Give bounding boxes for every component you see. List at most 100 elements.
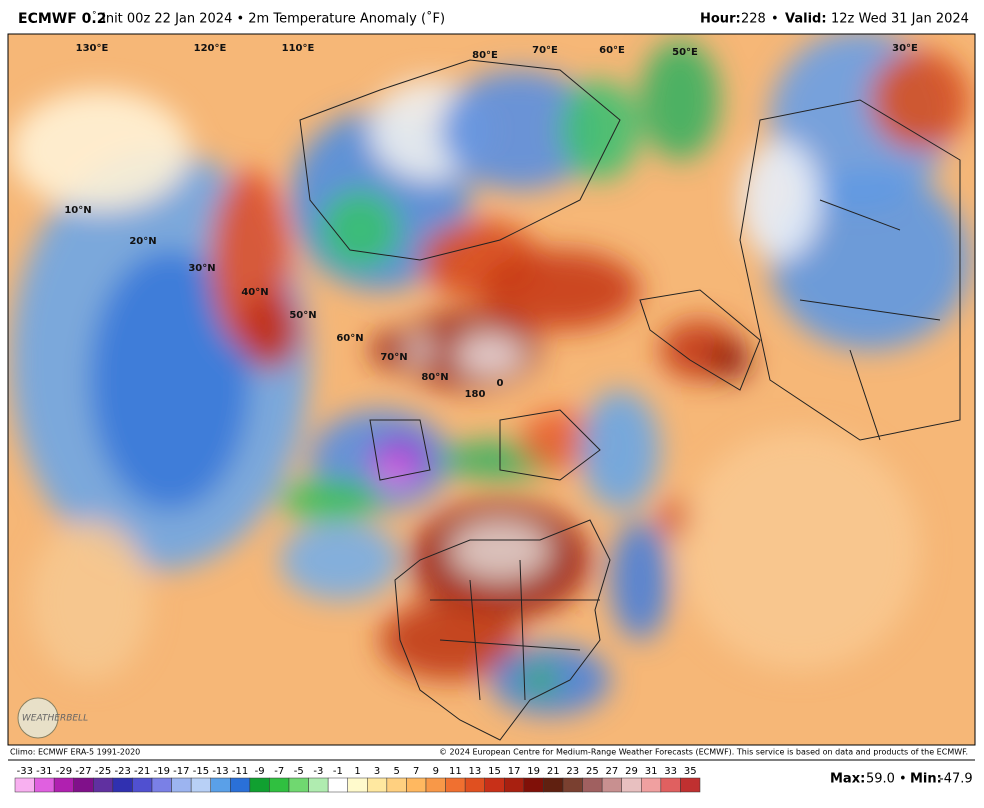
colorbar-label: 35: [684, 766, 697, 777]
colorbar-swatch: [171, 777, 192, 793]
colorbar-label: -9: [255, 766, 265, 777]
colorbar-label: -17: [173, 766, 189, 777]
separator: •: [771, 12, 779, 27]
anomaly-blob: [520, 665, 560, 695]
anomaly-blob: [450, 520, 550, 580]
logo-icon: [17, 697, 59, 739]
anomaly-blob: [870, 50, 970, 150]
colorbar-swatch: [464, 777, 485, 793]
colorbar-swatch: [445, 777, 466, 793]
anomaly-blob: [770, 170, 970, 350]
colorbar-label: 11: [449, 766, 462, 777]
lon-label: 110°E: [282, 43, 315, 54]
colorbar-label: 7: [413, 766, 419, 777]
lon-label: 180: [465, 389, 486, 400]
colorbar-swatch: [190, 777, 211, 793]
colorbar-label: -13: [212, 766, 228, 777]
colorbar-swatch: [14, 777, 35, 793]
anomaly-blob: [280, 520, 400, 600]
colorbar-swatch: [112, 777, 133, 793]
colorbar-swatch: [269, 777, 290, 793]
colorbar-swatch: [53, 777, 74, 793]
lon-label: 30°E: [892, 43, 918, 54]
colorbar-swatch: [425, 777, 446, 793]
max-label: Max:: [830, 772, 865, 787]
colorbar-label: 21: [547, 766, 560, 777]
colorbar-label: 27: [606, 766, 619, 777]
colorbar-swatch: [288, 777, 309, 793]
colorbar-label: 3: [374, 766, 380, 777]
anomaly-blob: [610, 520, 670, 640]
lon-label: 120°E: [194, 43, 227, 54]
colorbar-swatch: [582, 777, 603, 793]
lon-label: 50°E: [672, 47, 698, 58]
anomaly-blob: [380, 600, 520, 680]
colorbar-label: 19: [527, 766, 540, 777]
colorbar-label: 31: [645, 766, 658, 777]
lat-label: 50°N: [289, 310, 316, 321]
colorbar-swatch: [151, 777, 172, 793]
colorbar-label: -11: [232, 766, 248, 777]
lon-label: 0: [497, 378, 504, 389]
anomaly-blob: [30, 520, 150, 680]
colorbar-label: -5: [294, 766, 304, 777]
colorbar: -33 -31 -29 -27 -25 -23 -21 -19 -17 -15 -13 -11 -9 -7…: [14, 766, 701, 793]
colorbar-swatch: [601, 777, 622, 793]
colorbar-label: -25: [95, 766, 111, 777]
anomaly-blob: [520, 410, 600, 470]
colorbar-swatch: [132, 777, 153, 793]
colorbar-swatch: [210, 777, 231, 793]
colorbar-swatch: [347, 777, 368, 793]
colorbar-label: -29: [56, 766, 72, 777]
valid: 12z Wed 31 Jan 2024: [831, 12, 969, 27]
climo: Climo: ECMWF ERA-5 1991-2020: [10, 748, 140, 757]
colorbar-swatch: [543, 777, 564, 793]
colorbar-label: 13: [469, 766, 482, 777]
title-mark: °: [92, 11, 97, 21]
colorbar-label: 25: [586, 766, 599, 777]
grid-labels: 10°N 20°N 30°N 40°N 50°N 60°N 70°N 80°N 130°E 120…: [64, 43, 918, 400]
lat-label: 80°N: [421, 372, 448, 383]
anomaly-field: [10, 34, 970, 715]
anomaly-blob: [10, 90, 190, 210]
anomaly-blob: [240, 290, 300, 370]
lon-label: 130°E: [76, 43, 109, 54]
colorbar-swatch: [621, 777, 642, 793]
anomaly-blob: [455, 333, 525, 377]
stats-separator: •: [899, 772, 907, 787]
colorbar-swatch: [73, 777, 94, 793]
colorbar-label: 1: [354, 766, 360, 777]
colorbar-label: -27: [75, 766, 91, 777]
colorbar-swatch: [308, 777, 329, 793]
colorbar-swatch: [367, 777, 388, 793]
colorbar-label: 9: [433, 766, 439, 777]
colorbar-label: -1: [333, 766, 343, 777]
colorbar-swatch: [230, 777, 251, 793]
colorbar-swatch: [386, 777, 407, 793]
subtitle: Init 00z 22 Jan 2024 • 2m Temperature An…: [102, 11, 445, 27]
anomaly-blob: [480, 250, 640, 330]
colorbar-label: -3: [313, 766, 323, 777]
colorbar-swatch: [406, 777, 427, 793]
colorbar-label: -7: [274, 766, 284, 777]
lat-label: 40°N: [241, 287, 268, 298]
colorbar-label: -21: [134, 766, 150, 777]
colorbar-swatch: [504, 777, 525, 793]
min: -47.9: [939, 772, 973, 787]
anomaly-blob: [560, 80, 640, 180]
colorbar-swatch: [641, 777, 662, 793]
anomaly-blob: [640, 40, 720, 160]
colorbar-swatch: [34, 777, 55, 793]
colorbar-label: -15: [193, 766, 209, 777]
lat-label: 60°N: [336, 333, 363, 344]
anomaly-blob: [740, 140, 820, 260]
lon-label: 70°E: [532, 45, 558, 56]
colorbar-swatch: [484, 777, 505, 793]
colorbar-label: 5: [393, 766, 399, 777]
colorbar-label: 17: [508, 766, 521, 777]
lat-label: 10°N: [64, 205, 91, 216]
colorbar-swatch: [680, 777, 701, 793]
lat-label: 70°N: [380, 352, 407, 363]
colorbar-label: 15: [488, 766, 501, 777]
hour: 228: [741, 12, 766, 27]
